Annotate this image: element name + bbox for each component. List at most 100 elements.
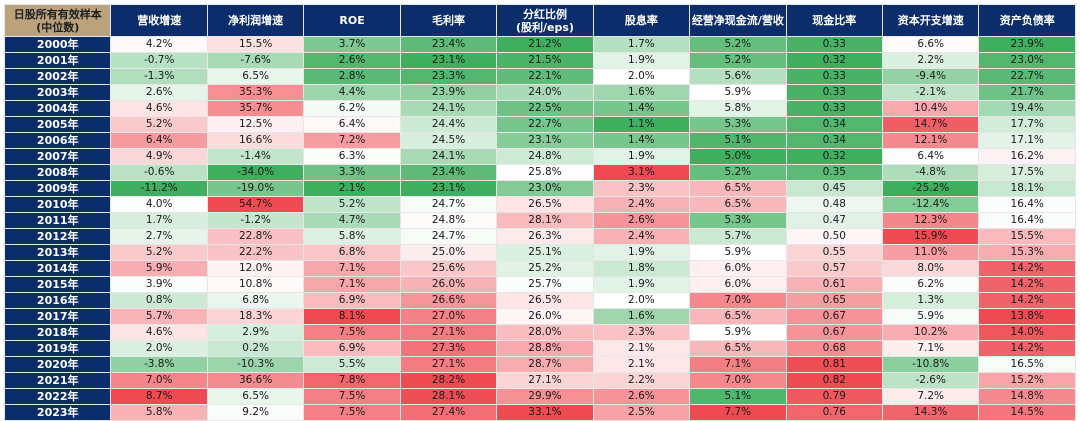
data-cell: 0.45	[785, 180, 883, 197]
data-cell: 14.2%	[978, 292, 1076, 309]
column-header-label: 毛利率	[432, 14, 466, 27]
data-cell: 2.7%	[110, 228, 208, 245]
data-cell: 12.1%	[881, 132, 980, 149]
data-cell: 14.2%	[978, 340, 1076, 357]
data-cell: 5.8%	[689, 100, 787, 117]
column-header: 净利润增速	[206, 4, 305, 37]
data-cell: 21.7%	[978, 84, 1076, 101]
data-cell: 24.8%	[496, 148, 594, 165]
data-cell: 6.5%	[689, 180, 787, 197]
data-cell: 2.8%	[303, 68, 401, 85]
table-row: 2000年 4.2% 15.5% 3.7% 23.4% 21.2% 1.7% 5.2% 0.33…	[3, 36, 1076, 53]
data-cell: -1.4%	[206, 148, 305, 165]
data-cell: 28.0%	[496, 324, 594, 341]
table-row: 2004年 4.6% 35.7% 6.2% 24.1% 22.5% 1.4% 5.8% 0.33…	[3, 100, 1076, 117]
data-cell: 25.6%	[399, 260, 498, 277]
data-cell: 1.1%	[592, 116, 691, 133]
data-cell: 16.4%	[978, 196, 1076, 213]
data-cell: 1.6%	[592, 84, 691, 101]
column-header-label: 资产负债率	[999, 14, 1055, 27]
data-cell: 0.33	[785, 68, 883, 85]
data-cell: 5.9%	[689, 324, 787, 341]
column-header: ROE	[303, 4, 401, 37]
data-cell: 0.48	[785, 196, 883, 213]
data-cell: 4.6%	[110, 100, 208, 117]
data-cell: 24.7%	[399, 228, 498, 245]
table-body: 2000年 4.2% 15.5% 3.7% 23.4% 21.2% 1.7% 5.2% 0.33…	[3, 36, 1076, 421]
row-year-label: 2020年	[3, 356, 112, 373]
data-cell: 23.3%	[399, 68, 498, 85]
data-cell: 24.1%	[399, 100, 498, 117]
data-cell: 0.68	[785, 340, 883, 357]
data-cell: 6.9%	[303, 292, 401, 309]
table-row: 2018年 4.6% 2.9% 7.5% 27.1% 28.0% 2.3% 5.9% 0.67 1…	[3, 324, 1076, 341]
table-row: 2005年 5.2% 12.5% 6.4% 24.4% 22.7% 1.1% 5.3% 0.34…	[3, 116, 1076, 133]
row-year-label: 2008年	[3, 164, 112, 181]
data-cell: 14.3%	[881, 404, 980, 421]
data-cell: 8.7%	[110, 388, 208, 405]
data-cell: 6.3%	[303, 148, 401, 165]
data-cell: 27.4%	[399, 404, 498, 421]
column-header-label: 营收增速	[137, 14, 182, 27]
data-cell: 3.1%	[592, 164, 691, 181]
data-cell: 28.8%	[496, 340, 594, 357]
data-cell: 16.5%	[978, 356, 1076, 373]
data-cell: 0.79	[785, 388, 883, 405]
data-cell: 23.9%	[978, 36, 1076, 53]
data-cell: 7.5%	[303, 324, 401, 341]
data-cell: 24.8%	[399, 212, 498, 229]
data-cell: 0.47	[785, 212, 883, 229]
data-cell: 23.1%	[496, 132, 594, 149]
table-row: 2011年 1.7% -1.2% 4.7% 24.8% 28.1% 2.6% 5.3% 0.47…	[3, 212, 1076, 229]
data-cell: 17.5%	[978, 164, 1076, 181]
data-cell: 5.0%	[689, 148, 787, 165]
data-cell: 28.2%	[399, 372, 498, 389]
data-cell: 35.3%	[206, 84, 305, 101]
column-header: 现金比率	[785, 4, 883, 37]
data-cell: 0.2%	[206, 340, 305, 357]
table-row: 2016年 0.8% 6.8% 6.9% 26.6% 26.5% 2.0% 7.0% 0.65 1…	[3, 292, 1076, 309]
data-cell: 22.1%	[496, 68, 594, 85]
data-cell: -7.6%	[206, 52, 305, 69]
data-cell: 1.4%	[592, 100, 691, 117]
table-row: 2012年 2.7% 22.8% 5.8% 24.7% 26.3% 2.4% 5.7% 0.50…	[3, 228, 1076, 245]
data-cell: 33.1%	[496, 404, 594, 421]
data-cell: 10.2%	[881, 324, 980, 341]
row-year-label: 2003年	[3, 84, 112, 101]
data-cell: 5.9%	[881, 308, 980, 325]
data-cell: 1.9%	[592, 244, 691, 261]
data-cell: 23.1%	[399, 52, 498, 69]
heatmap-table: 日股所有有效样本 (中位数) 营收增速 净利润增速 ROE 毛利率 分红比例 (股利/ep…	[3, 4, 1076, 421]
column-header: 股息率	[592, 4, 691, 37]
table-row: 2021年 7.0% 36.6% 7.8% 28.2% 27.1% 2.2% 7.0% 0.82…	[3, 372, 1076, 389]
data-cell: 1.7%	[592, 36, 691, 53]
data-cell: -10.8%	[881, 356, 980, 373]
data-cell: 28.1%	[399, 388, 498, 405]
table-row: 2017年 5.7% 18.3% 8.1% 27.0% 26.0% 1.6% 6.5% 0.67…	[3, 308, 1076, 325]
data-cell: 5.2%	[689, 52, 787, 69]
data-cell: 14.7%	[881, 116, 980, 133]
data-cell: 25.7%	[496, 276, 594, 293]
data-cell: 29.9%	[496, 388, 594, 405]
data-cell: 5.9%	[110, 260, 208, 277]
data-cell: 5.6%	[689, 68, 787, 85]
data-cell: 2.3%	[592, 324, 691, 341]
data-cell: 6.6%	[881, 36, 980, 53]
column-header-label: ROE	[339, 14, 365, 27]
data-cell: 25.1%	[496, 244, 594, 261]
data-cell: 2.1%	[592, 340, 691, 357]
data-cell: 5.2%	[110, 116, 208, 133]
data-cell: 4.6%	[110, 324, 208, 341]
data-cell: 0.55	[785, 244, 883, 261]
data-cell: -11.2%	[110, 180, 208, 197]
data-cell: 5.1%	[689, 388, 787, 405]
data-cell: 0.34	[785, 132, 883, 149]
data-cell: 0.57	[785, 260, 883, 277]
data-cell: 0.35	[785, 164, 883, 181]
data-cell: 5.8%	[110, 404, 208, 421]
corner-title-line2: (中位数)	[36, 20, 80, 34]
table-row: 2001年 -0.7% -7.6% 2.6% 23.1% 21.5% 1.9% 5.2% 0.3…	[3, 52, 1076, 69]
data-cell: 0.67	[785, 308, 883, 325]
column-header-label: 分红比例	[522, 7, 567, 21]
data-cell: 25.0%	[399, 244, 498, 261]
